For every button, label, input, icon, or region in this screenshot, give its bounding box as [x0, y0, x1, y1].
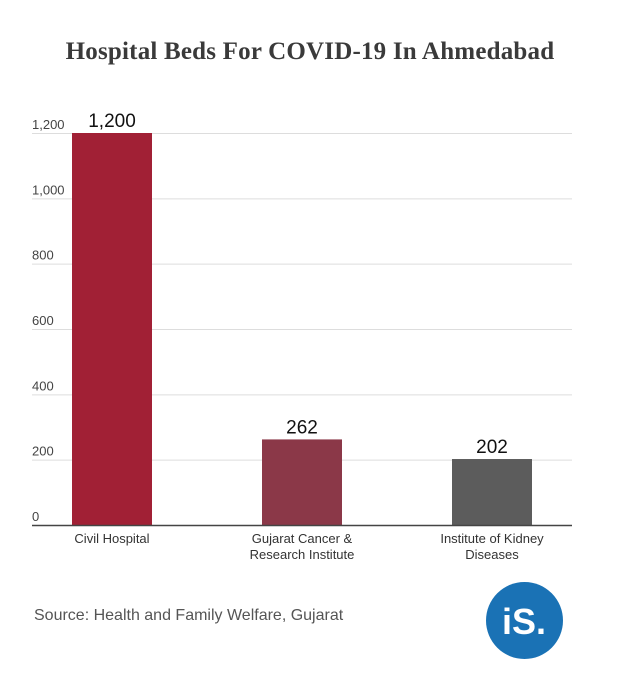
y-tick-label: 1,200	[32, 117, 65, 132]
y-tick-label: 600	[32, 313, 54, 328]
bar	[72, 133, 152, 525]
logo-mark: iS.	[502, 601, 546, 642]
value-labels: 1,200 262 202	[88, 111, 508, 458]
chart-title: Hospital Beds For COVID-19 In Ahmedabad	[65, 38, 555, 65]
x-tick-label: Institute of Kidney Diseases	[440, 531, 544, 562]
bar	[452, 459, 532, 525]
x-tick-labels: Civil Hospital Gujarat Cancer & Research I…	[74, 531, 544, 562]
bar-value-label: 1,200	[88, 111, 136, 132]
x-tick-label: Civil Hospital	[74, 531, 149, 546]
bar-value-label: 202	[476, 437, 508, 458]
y-tick-label: 0	[32, 509, 39, 524]
indiaspend-logo: iS.	[486, 582, 563, 659]
y-tick-label: 800	[32, 248, 54, 263]
source-note: Source: Health and Family Welfare, Gujar…	[34, 607, 344, 624]
x-tick-label: Gujarat Cancer & Research Institute	[250, 531, 355, 562]
bar-value-label: 262	[286, 417, 318, 438]
y-tick-label: 400	[32, 378, 54, 393]
y-tick-label: 1,000	[32, 182, 65, 197]
bar-chart: 0 200 400 600 800 1,000 1,200 1,200 262 202 Civi…	[32, 111, 572, 562]
y-tick-labels: 0 200 400 600 800 1,000 1,200	[32, 117, 65, 524]
bars	[72, 133, 532, 525]
y-tick-label: 200	[32, 444, 54, 459]
svg-text:iS.: iS.	[502, 601, 546, 642]
bar	[262, 439, 342, 525]
